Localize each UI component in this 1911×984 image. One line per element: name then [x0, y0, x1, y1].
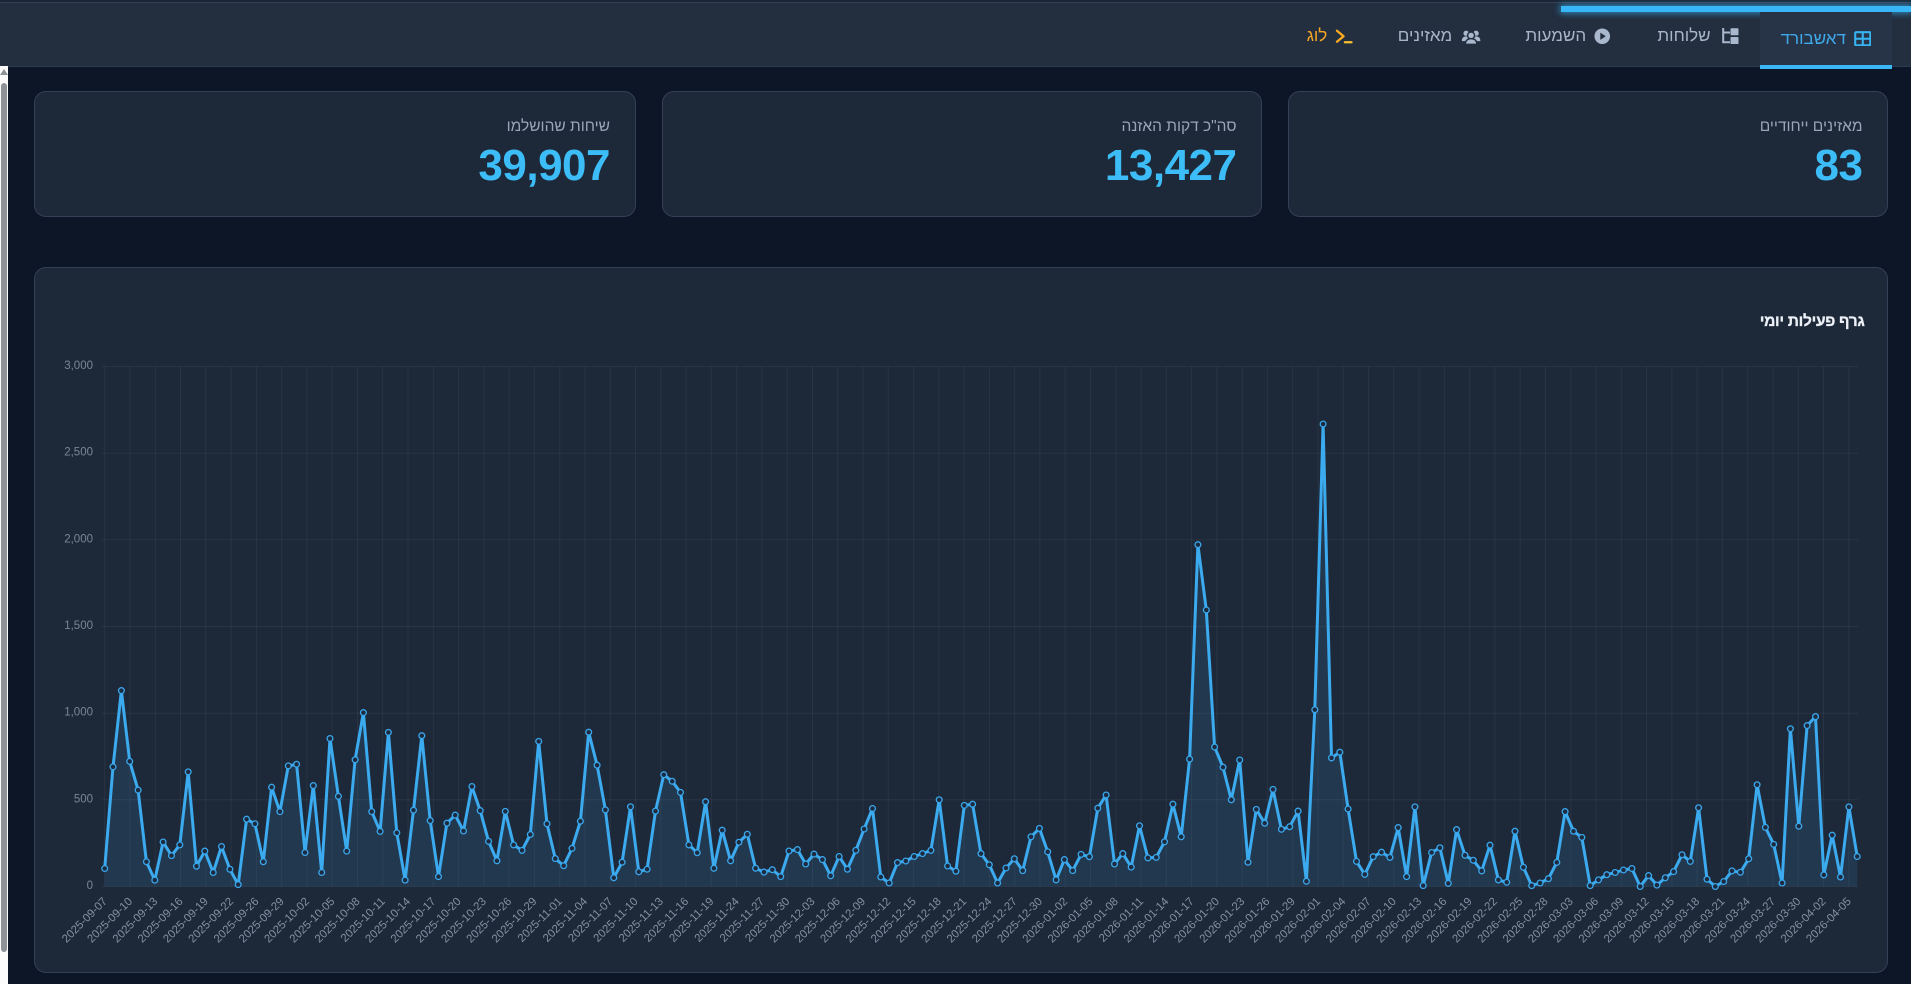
svg-text:3,000: 3,000: [64, 360, 93, 372]
svg-text:500: 500: [73, 793, 92, 805]
svg-text:1,000: 1,000: [64, 707, 93, 719]
svg-text:2,500: 2,500: [64, 447, 93, 459]
svg-text:2,000: 2,000: [64, 533, 93, 545]
svg-text:1,500: 1,500: [64, 620, 93, 632]
svg-text:0: 0: [86, 880, 92, 892]
